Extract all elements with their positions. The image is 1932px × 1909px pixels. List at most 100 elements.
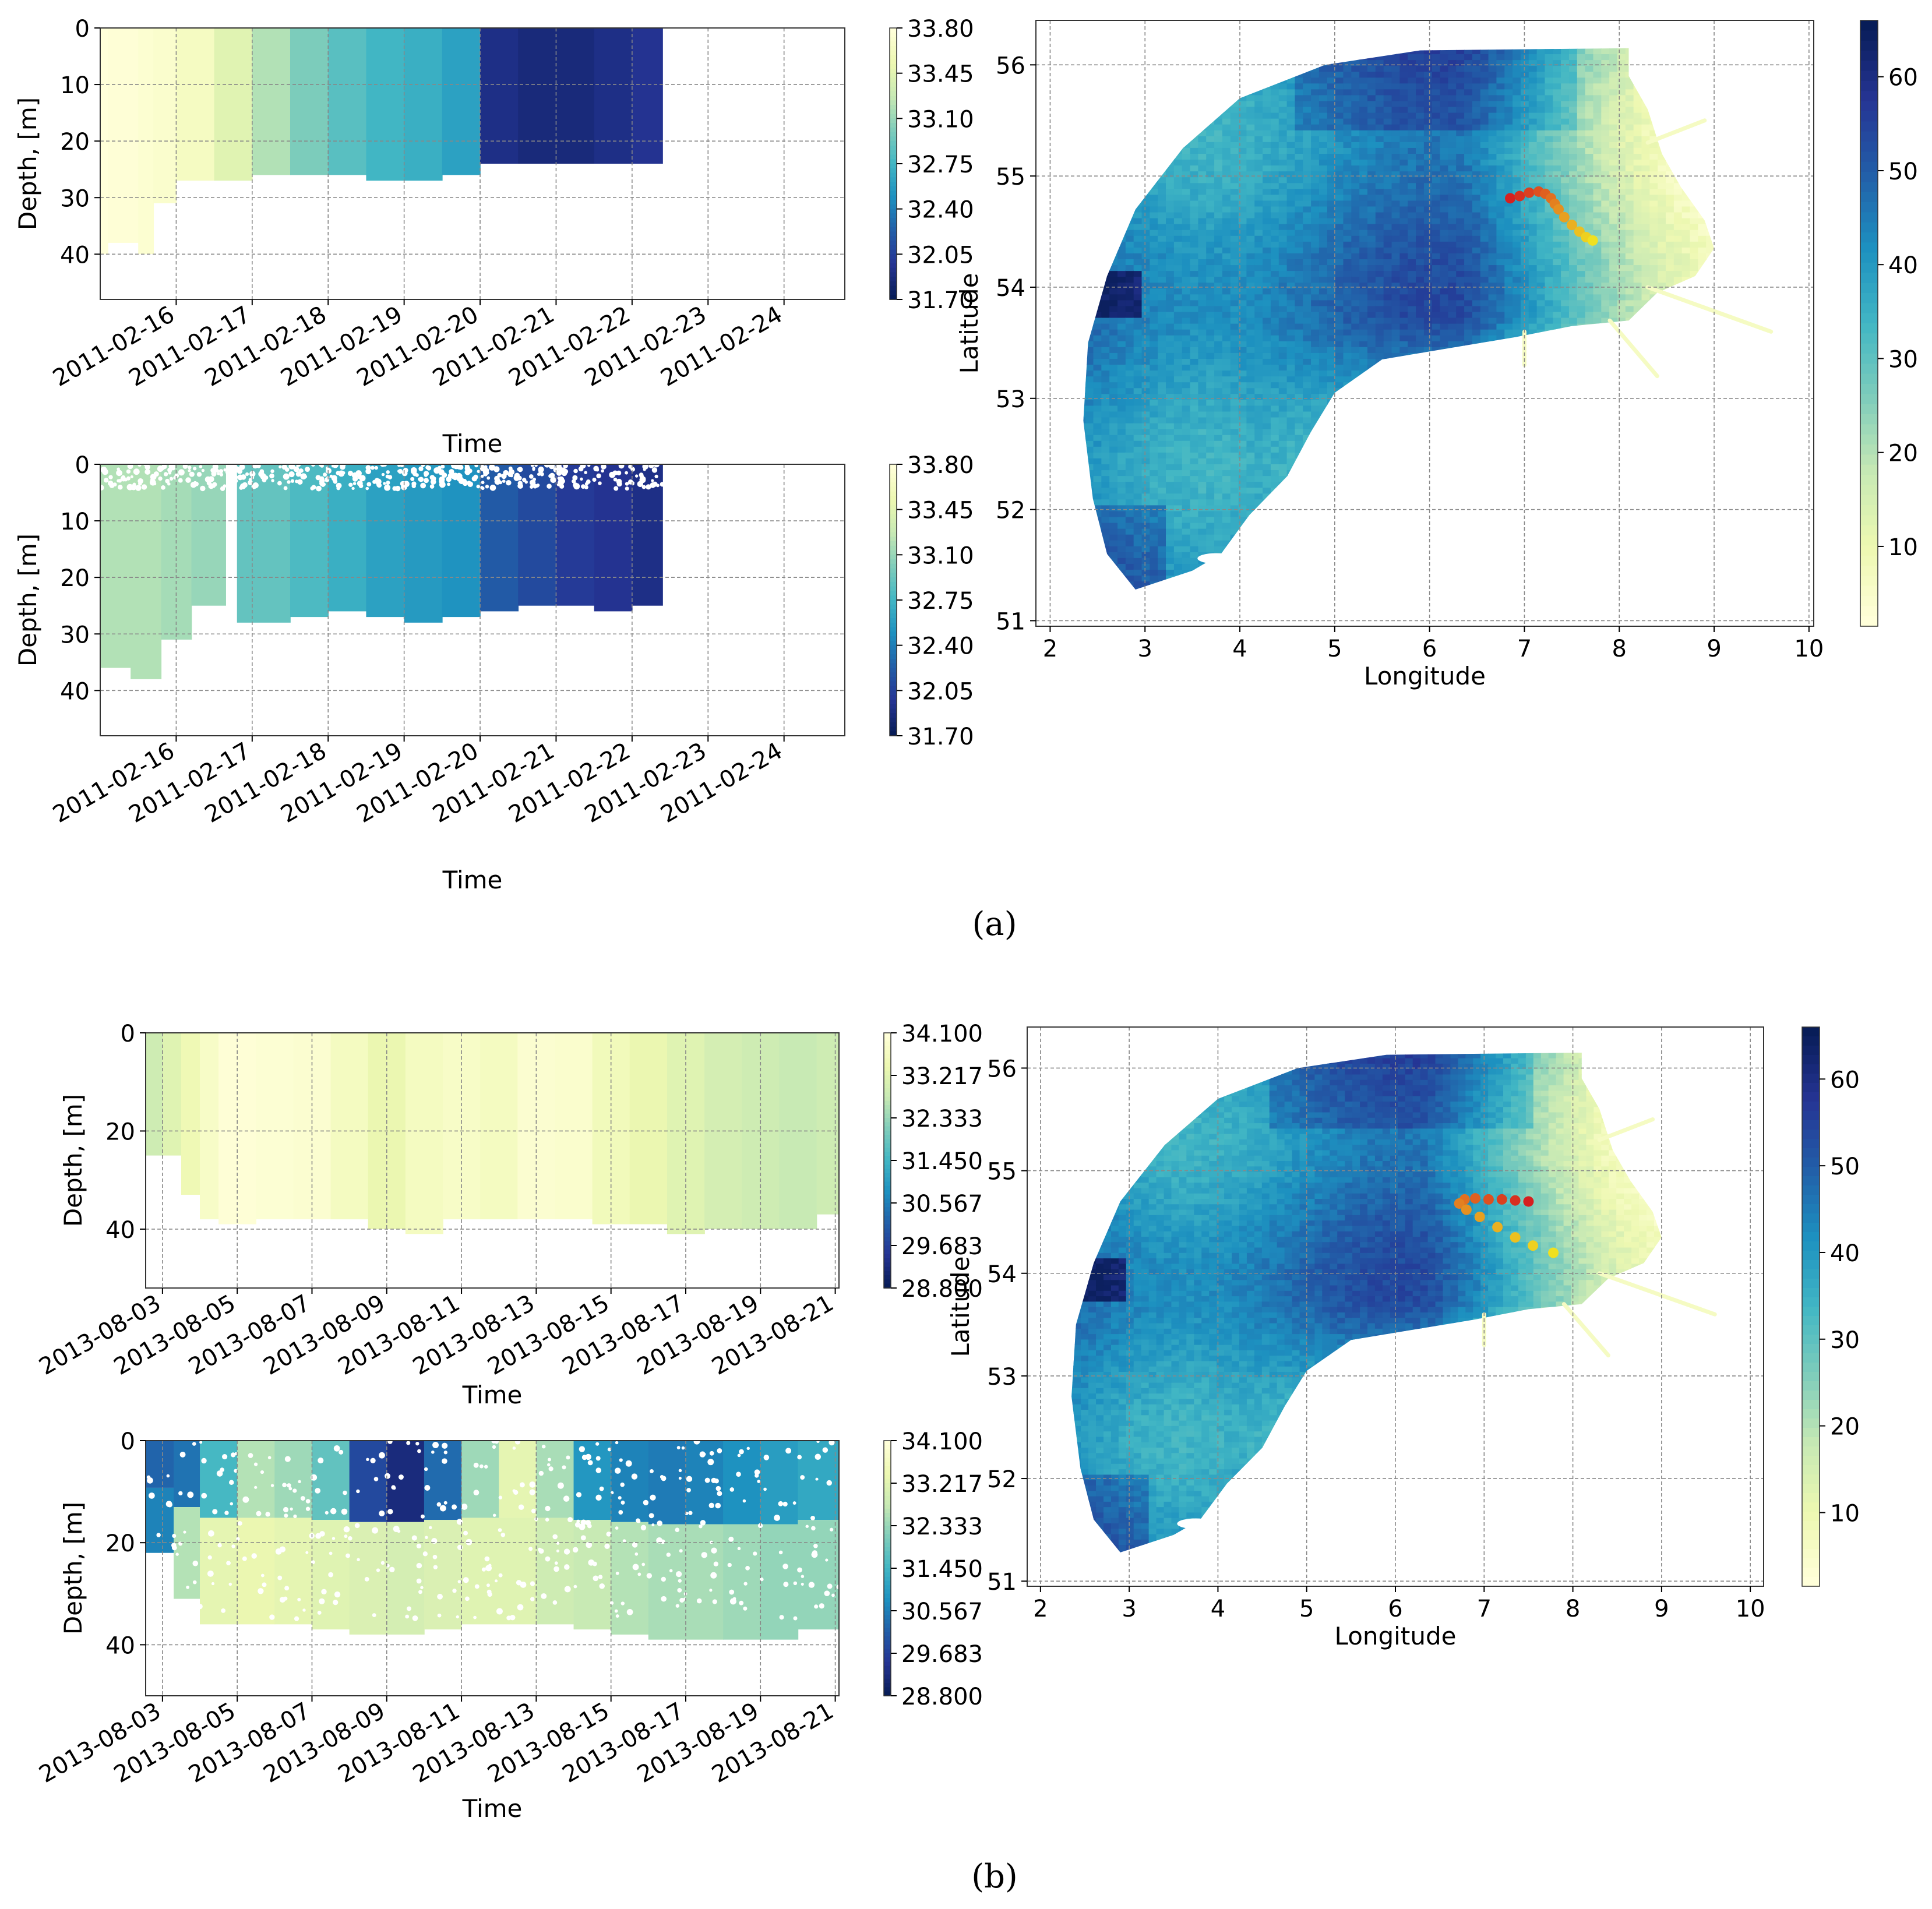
depth-cell <box>1214 206 1223 213</box>
depth-cell <box>1093 311 1102 318</box>
depth-cell <box>1254 89 1264 96</box>
depth-cell <box>1351 241 1360 248</box>
depth-cell <box>1246 217 1256 224</box>
depth-cell <box>1318 211 1328 218</box>
depth-cell <box>1166 182 1175 189</box>
depth-cell <box>1141 557 1151 564</box>
depth-cell <box>1263 159 1271 166</box>
depth-cell <box>1109 428 1119 435</box>
depth-cell <box>1423 252 1433 260</box>
depth-cell <box>1303 270 1312 277</box>
depth-cell <box>1141 229 1151 236</box>
gap-mark <box>559 484 565 489</box>
depth-cell <box>1166 539 1175 546</box>
depth-cell <box>1141 487 1151 494</box>
depth-cell <box>1173 329 1183 336</box>
depth-cell <box>1166 470 1175 477</box>
depth-cell <box>1101 481 1110 488</box>
depth-cell <box>1222 493 1231 500</box>
depth-cell <box>1214 305 1223 312</box>
depth-cell <box>1278 294 1288 301</box>
depth-cell <box>1198 217 1207 224</box>
depth-cell <box>1150 188 1159 195</box>
depth-cell <box>1351 294 1360 301</box>
depth-cell <box>1214 171 1223 178</box>
depth-cell <box>1141 288 1151 295</box>
depth-cell <box>1278 299 1288 306</box>
gap-mark <box>614 486 619 491</box>
depth-cell <box>1222 217 1231 224</box>
depth-cell <box>1158 422 1167 429</box>
depth-cell <box>1286 329 1296 336</box>
depth-cell <box>1246 499 1256 506</box>
depth-cell <box>1399 141 1409 148</box>
gap-mark <box>462 478 467 484</box>
depth-cell <box>1085 417 1094 424</box>
depth-cell <box>1198 493 1207 500</box>
gap-mark <box>324 477 330 482</box>
gap-mark <box>410 477 415 481</box>
depth-cell <box>1190 499 1199 506</box>
depth-cell <box>1182 317 1191 324</box>
depth-cell <box>1327 217 1336 224</box>
gap-mark <box>524 480 528 484</box>
depth-cell <box>1263 264 1271 271</box>
depth-cell <box>1214 223 1223 230</box>
depth-cell <box>1375 352 1384 359</box>
depth-cell <box>1166 188 1175 195</box>
gap-mark <box>182 464 188 469</box>
depth-cell <box>1230 252 1239 260</box>
depth-cell <box>1351 188 1360 195</box>
depth-cell <box>1093 440 1102 447</box>
depth-cell <box>1254 340 1264 347</box>
depth-cell <box>1375 54 1384 61</box>
depth-cell <box>1206 428 1215 435</box>
depth-cell <box>1367 323 1376 330</box>
depth-cell <box>1206 305 1215 312</box>
depth-cell <box>1150 340 1159 347</box>
depth-cell <box>1222 522 1231 529</box>
gap-mark <box>141 484 147 490</box>
depth-cell <box>1125 288 1134 295</box>
gap-mark <box>290 479 295 483</box>
depth-cell <box>1270 346 1279 353</box>
depth-cell <box>1141 551 1151 558</box>
depth-cell <box>1158 194 1167 201</box>
gap-mark <box>616 470 622 476</box>
depth-cell <box>1399 129 1409 136</box>
gap-mark <box>329 474 333 478</box>
depth-cell <box>1270 470 1279 477</box>
depth-cell <box>1166 387 1175 394</box>
depth-cell <box>1286 417 1296 424</box>
depth-cell <box>1303 223 1312 230</box>
depth-cell <box>1416 217 1425 224</box>
depth-cell <box>1351 159 1360 166</box>
depth-cell <box>1270 463 1279 471</box>
depth-cell <box>1295 229 1304 236</box>
depth-cell <box>1158 551 1167 558</box>
depth-cell <box>1359 171 1369 178</box>
depth-cell <box>1230 470 1239 477</box>
depth-cell <box>1423 100 1433 107</box>
depth-cell <box>1367 246 1376 253</box>
gap-mark <box>497 472 502 478</box>
depth-cell <box>1278 112 1288 119</box>
depth-cell <box>1198 516 1207 523</box>
depth-cell <box>1125 551 1134 558</box>
depth-cell <box>1416 305 1425 312</box>
depth-cell <box>1270 83 1279 90</box>
depth-cell <box>1295 422 1304 429</box>
depth-cell <box>1198 417 1207 424</box>
depth-cell <box>1238 188 1247 195</box>
depth-cell <box>1109 364 1119 371</box>
depth-cell <box>1254 411 1264 418</box>
gap-mark <box>501 473 507 479</box>
depth-cell <box>1423 54 1433 61</box>
depth-cell <box>1158 211 1167 218</box>
depth-cell <box>1295 112 1304 119</box>
depth-cell <box>1198 334 1207 341</box>
gap-mark <box>108 480 114 486</box>
depth-cell <box>1230 288 1239 295</box>
depth-cell <box>1125 246 1134 253</box>
depth-cell <box>1117 557 1126 564</box>
